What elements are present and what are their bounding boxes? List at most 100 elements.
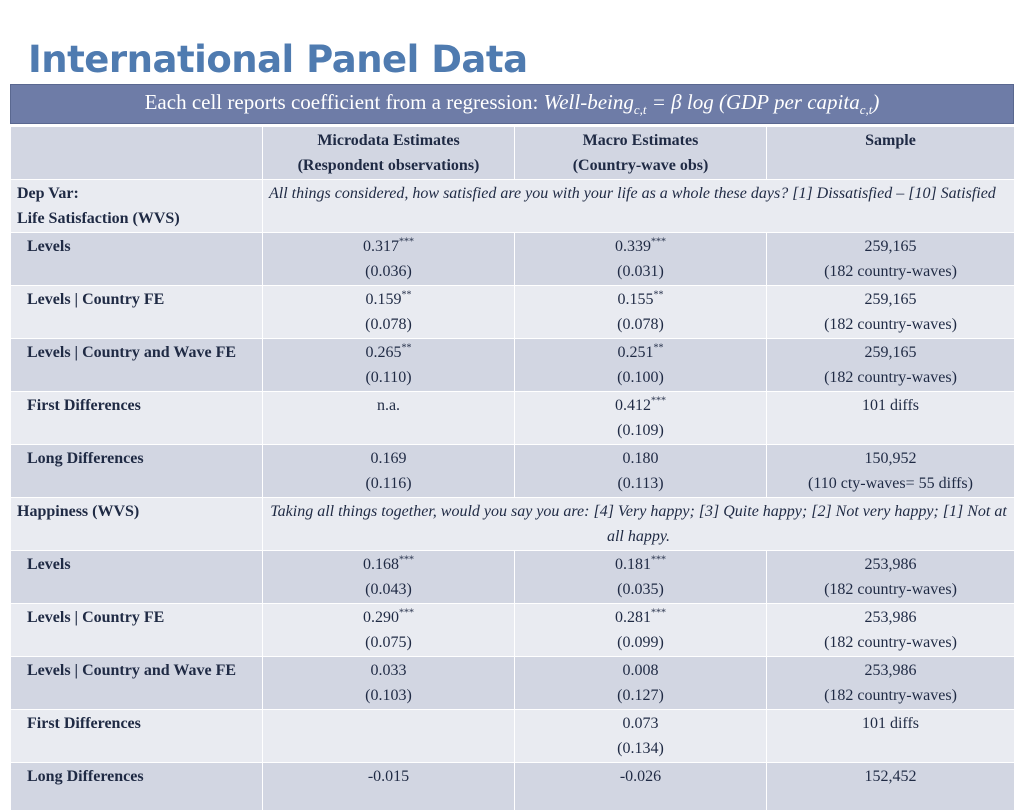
micro-cell-value: 0.168*** [269,552,508,577]
micro-cell-value: 0.169 [269,446,508,471]
section-header-row: Happiness (WVS) Taking all things togethe… [10,497,1015,551]
row-label-text: First Differences [27,715,141,732]
micro-cell-stars: ** [401,289,412,301]
micro-cell-se: (0.075) [365,634,412,651]
row-label-text: Levels | Country FE [27,291,165,308]
micro-cell-value: 0.159** [269,287,508,312]
macro-cell: 0.339*** (0.031) [514,232,767,286]
micro-cell-stars: *** [399,554,414,566]
macro-cell-stars: *** [651,236,666,248]
header-macro-line2: (Country-wave obs) [572,157,709,174]
micro-cell-coef: 0.265 [365,344,402,361]
section-question-text: Taking all things together, would you sa… [270,503,1007,545]
table-row: Levels | Country FE 0.290*** (0.075) 0.281*… [10,603,1015,657]
row-label: Levels [10,232,263,286]
macro-cell: -0.026 [514,762,767,811]
macro-cell-coef: 0.412 [615,397,651,414]
section-label-line2: Life Satisfaction (WVS) [17,210,180,227]
row-label-text: Levels | Country and Wave FE [27,344,237,361]
macro-cell-coef: 0.251 [617,344,654,361]
table-row: Levels 0.317*** (0.036) 0.339*** (0.031) 259,… [10,232,1015,286]
macro-cell-value: 0.281*** [521,605,760,630]
sample-value: 259,165 [864,291,917,308]
sample-cell: 253,986 (182 country-waves) [766,656,1015,710]
macro-cell-value: 0.251** [521,340,760,365]
macro-cell-se: (0.031) [617,263,664,280]
micro-cell-coef: -0.015 [367,768,410,785]
sample-value: 101 diffs [861,715,920,732]
sample-value: 253,986 [864,609,917,626]
micro-cell: 0.290*** (0.075) [262,603,515,657]
micro-cell: 0.169 (0.116) [262,444,515,498]
row-label: Long Differences [10,762,263,811]
sample-cell: 253,986 (182 country-waves) [766,603,1015,657]
macro-cell-coef: 0.180 [622,450,659,467]
macro-cell-se: (0.078) [617,316,664,333]
macro-cell-stars: ** [653,289,664,301]
row-label: Levels [10,550,263,604]
macro-cell-coef: -0.026 [619,768,662,785]
micro-cell-se: (0.078) [365,316,412,333]
micro-cell-se: (0.103) [365,687,412,704]
macro-cell-coef: 0.008 [622,662,659,679]
macro-cell-value: 0.181*** [521,552,760,577]
table-row: First Differences n.a. 0.412*** (0.109) 101 … [10,391,1015,445]
sample-note: (182 country-waves) [824,581,957,598]
micro-cell-stars: ** [401,342,412,354]
micro-cell: 0.265** (0.110) [262,338,515,392]
sample-cell: 259,165 (182 country-waves) [766,285,1015,339]
sample-cell: 152,452 [766,762,1015,811]
micro-cell-value: 0.265** [269,340,508,365]
macro-cell: 0.412*** (0.109) [514,391,767,445]
table-row: Long Differences 0.169 (0.116) 0.180 (0.113)… [10,444,1015,498]
micro-cell-se: (0.036) [365,263,412,280]
header-label-cell [10,126,263,180]
banner-wellbeing: Well-being [543,90,634,114]
sample-note: (110 cty-waves= 55 diffs) [808,475,973,492]
header-micro: Microdata Estimates (Respondent observat… [262,126,515,180]
macro-cell-value: 0.180 [521,446,760,471]
banner-close: ) [872,90,880,114]
header-sample: Sample [766,126,1015,180]
sample-value: 150,952 [864,450,917,467]
row-label-text: First Differences [27,397,141,414]
row-label: Long Differences [10,444,263,498]
banner-prefix: Each cell reports coefficient from a reg… [144,90,544,114]
header-macro: Macro Estimates (Country-wave obs) [514,126,767,180]
macro-cell-coef: 0.281 [615,609,651,626]
table-row: Levels | Country and Wave FE 0.033 (0.103)… [10,656,1015,710]
row-label-text: Levels | Country FE [27,609,165,626]
section-label: Happiness (WVS) [10,497,263,551]
micro-cell: 0.159** (0.078) [262,285,515,339]
header-micro-line1: Microdata Estimates [317,132,460,149]
macro-cell-coef: 0.339 [615,238,651,255]
section-label: Dep Var: Life Satisfaction (WVS) [10,179,263,233]
micro-cell-coef: 0.317 [363,238,399,255]
micro-cell-value: 0.033 [269,658,508,683]
sample-cell: 101 diffs [766,709,1015,763]
sample-cell: 150,952 (110 cty-waves= 55 diffs) [766,444,1015,498]
macro-cell-stars: *** [651,554,666,566]
micro-cell-value: 0.290*** [269,605,508,630]
page-title: International Panel Data [28,38,528,81]
sample-note: (182 country-waves) [824,687,957,704]
sample-note: (182 country-waves) [824,634,957,651]
macro-cell-value: 0.339*** [521,234,760,259]
sample-value: 253,986 [864,556,917,573]
macro-cell: 0.073 (0.134) [514,709,767,763]
micro-cell-stars: *** [399,236,414,248]
row-label-text: Levels | Country and Wave FE [27,662,237,679]
section-label-line1: Dep Var: [17,185,79,202]
sample-cell: 259,165 (182 country-waves) [766,232,1015,286]
micro-cell: n.a. [262,391,515,445]
banner-equation: = β log (GDP per capita [646,90,860,114]
table-header-row: Microdata Estimates (Respondent observat… [10,126,1015,180]
macro-cell-se: (0.134) [617,740,664,757]
macro-cell-value: 0.155** [521,287,760,312]
row-label: First Differences [10,709,263,763]
macro-cell-coef: 0.155 [617,291,654,308]
micro-cell-coef: n.a. [376,397,401,414]
micro-cell-se: (0.110) [365,369,412,386]
macro-cell-stars: *** [651,395,666,407]
macro-cell-se: (0.099) [617,634,664,651]
